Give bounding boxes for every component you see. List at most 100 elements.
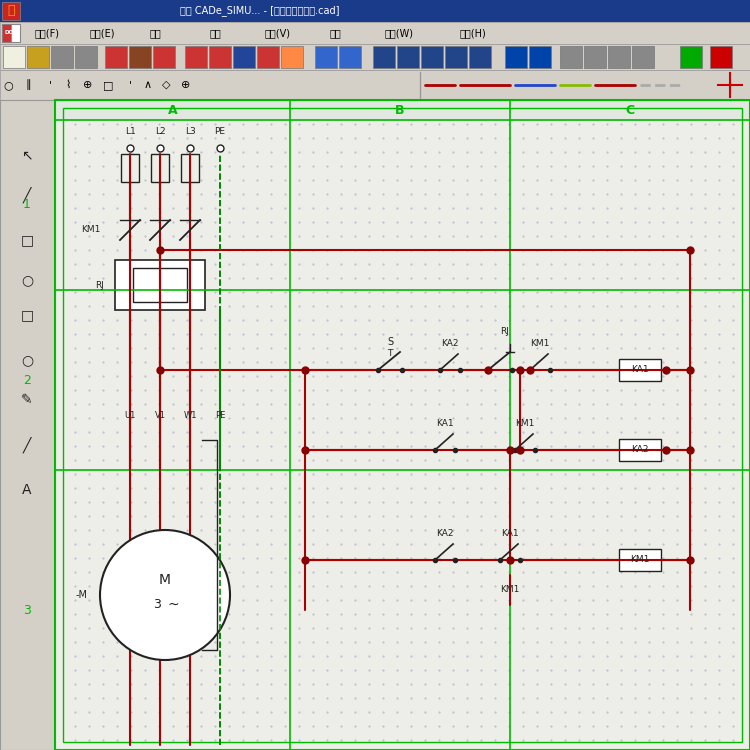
Bar [55, 100, 750, 750]
Bar [63, 108, 742, 742]
Text: ↖: ↖ [21, 148, 33, 162]
Text: L3: L3 [184, 128, 195, 136]
Text: ⊕: ⊕ [182, 80, 190, 90]
Bar [421, 46, 443, 68]
Text: ○: ○ [3, 80, 13, 90]
Text: PE: PE [214, 128, 226, 136]
Bar [281, 46, 303, 68]
Text: ⌇: ⌇ [65, 80, 70, 90]
Text: □: □ [20, 233, 34, 247]
Bar [153, 46, 175, 68]
Text: ∥: ∥ [26, 80, 31, 91]
Bar [129, 46, 151, 68]
Text: ╱: ╱ [22, 436, 32, 453]
Text: T: T [387, 350, 393, 358]
Text: KM1: KM1 [515, 419, 535, 428]
Text: M: M [159, 573, 171, 587]
Text: □: □ [20, 308, 34, 322]
Bar [185, 46, 207, 68]
Bar [233, 46, 255, 68]
Bar [51, 46, 73, 68]
Text: ': ' [49, 80, 52, 90]
Text: KM1: KM1 [500, 586, 520, 595]
Text: 编辑(E): 编辑(E) [90, 28, 116, 38]
Bar [257, 46, 279, 68]
Text: 模拟: 模拟 [210, 28, 222, 38]
Bar [0, 100, 750, 750]
Bar [619, 549, 661, 571]
Text: ~: ~ [167, 598, 178, 612]
Text: ○: ○ [21, 353, 33, 367]
Bar [445, 46, 467, 68]
Text: -M: -M [76, 590, 88, 600]
Text: ': ' [128, 80, 131, 90]
Text: U1: U1 [124, 410, 136, 419]
Text: KA1: KA1 [436, 419, 454, 428]
Bar [2, 24, 11, 42]
Text: ╱: ╱ [22, 187, 32, 203]
Text: KA1: KA1 [632, 365, 649, 374]
Bar [560, 46, 582, 68]
Text: 显示: 显示 [330, 28, 342, 38]
Text: V1: V1 [154, 410, 166, 419]
Bar [619, 359, 661, 381]
Text: RJ: RJ [500, 328, 509, 337]
Bar [133, 268, 187, 302]
Bar [469, 46, 491, 68]
Text: 查看(V): 查看(V) [265, 28, 291, 38]
Text: 文件(F): 文件(F) [35, 28, 60, 38]
Bar [0, 70, 750, 100]
Bar [0, 44, 750, 70]
Text: ○: ○ [21, 273, 33, 287]
Text: 3: 3 [23, 604, 31, 616]
Text: C: C [626, 104, 634, 116]
Text: 3: 3 [153, 598, 161, 611]
Text: ∧: ∧ [144, 80, 152, 90]
Bar [505, 46, 527, 68]
Bar [397, 46, 419, 68]
Bar [680, 46, 702, 68]
Text: S: S [387, 337, 393, 347]
Bar [529, 46, 551, 68]
Bar [121, 154, 139, 182]
Bar [209, 46, 231, 68]
Bar [315, 46, 337, 68]
Text: L2: L2 [154, 128, 165, 136]
Text: 帮助(H): 帮助(H) [460, 28, 487, 38]
Bar [632, 46, 654, 68]
Text: RJ: RJ [95, 280, 104, 290]
Bar [27, 46, 49, 68]
Text: KM1: KM1 [630, 556, 650, 565]
Text: A: A [168, 104, 177, 116]
Circle shape [100, 530, 230, 660]
Bar [181, 154, 199, 182]
Bar [619, 439, 661, 461]
Text: PE: PE [214, 410, 225, 419]
Text: L1: L1 [124, 128, 135, 136]
Bar [2, 2, 20, 20]
Text: 🔥: 🔥 [8, 4, 15, 17]
Text: ◇: ◇ [162, 80, 170, 90]
Bar [105, 46, 127, 68]
Bar [75, 46, 97, 68]
Text: □: □ [103, 80, 113, 90]
Bar [710, 46, 732, 68]
Text: KA2: KA2 [436, 530, 454, 538]
Text: 2: 2 [23, 374, 31, 386]
Text: KA2: KA2 [632, 446, 649, 454]
Text: ⊕: ⊕ [83, 80, 93, 90]
Text: KA2: KA2 [441, 340, 459, 349]
Text: KM1: KM1 [530, 340, 550, 349]
Text: W1: W1 [183, 410, 196, 419]
Bar [151, 154, 169, 182]
Bar [584, 46, 606, 68]
Text: DOC: DOC [4, 31, 17, 35]
Bar [373, 46, 395, 68]
Text: 1: 1 [23, 199, 31, 211]
Text: A: A [22, 483, 32, 497]
Bar [0, 22, 750, 44]
Bar [608, 46, 630, 68]
Bar [339, 46, 361, 68]
Text: KM1: KM1 [81, 226, 100, 235]
Bar [3, 46, 25, 68]
